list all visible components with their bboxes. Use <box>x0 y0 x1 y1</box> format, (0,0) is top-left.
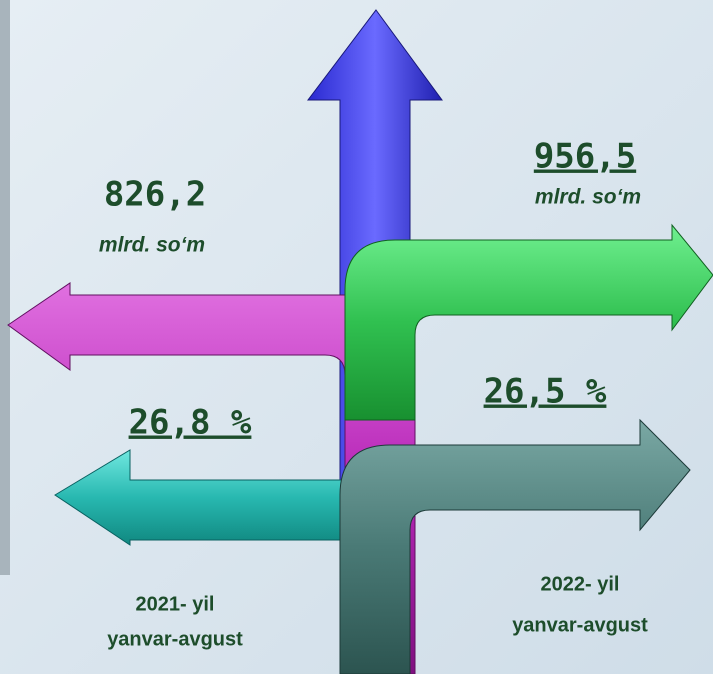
left-period-year: 2021- yil <box>136 593 215 615</box>
right-amount: 956,5 <box>534 137 636 177</box>
left-unit: mlrd. so‘m <box>99 234 205 257</box>
right-percent: 26,5 % <box>484 372 607 412</box>
side-strip <box>0 0 10 575</box>
right-percent-arrow <box>339 418 691 674</box>
right-period-months: yanvar-avgust <box>512 614 648 636</box>
right-arrow-2022 <box>344 223 713 421</box>
right-period-year: 2022- yil <box>541 573 620 595</box>
left-amount: 826,2 <box>104 175 206 215</box>
right-unit: mlrd. so‘m <box>535 186 641 209</box>
left-percent: 26,8 % <box>129 403 252 443</box>
left-period-months: yanvar-avgust <box>107 628 243 650</box>
